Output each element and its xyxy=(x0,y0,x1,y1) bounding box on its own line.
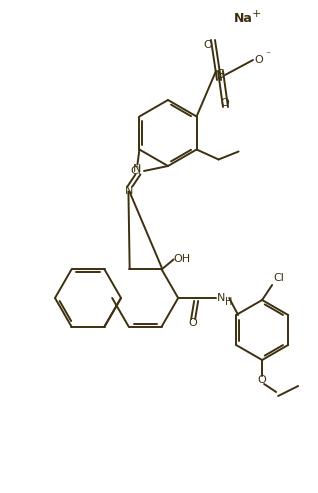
Text: Cl: Cl xyxy=(131,166,142,176)
Text: N: N xyxy=(133,165,142,175)
Text: H: H xyxy=(225,297,233,307)
Text: Cl: Cl xyxy=(274,273,285,283)
Text: ⁻: ⁻ xyxy=(266,50,271,60)
Text: +: + xyxy=(252,9,261,19)
Text: N: N xyxy=(125,186,134,197)
Text: O: O xyxy=(221,98,229,108)
Text: S: S xyxy=(216,69,224,81)
Text: O: O xyxy=(204,40,212,50)
Text: Na: Na xyxy=(234,11,253,25)
Text: O: O xyxy=(258,375,266,385)
Text: OH: OH xyxy=(173,254,190,264)
Text: O: O xyxy=(255,55,263,65)
Text: O: O xyxy=(189,318,197,328)
Text: N: N xyxy=(217,293,225,303)
